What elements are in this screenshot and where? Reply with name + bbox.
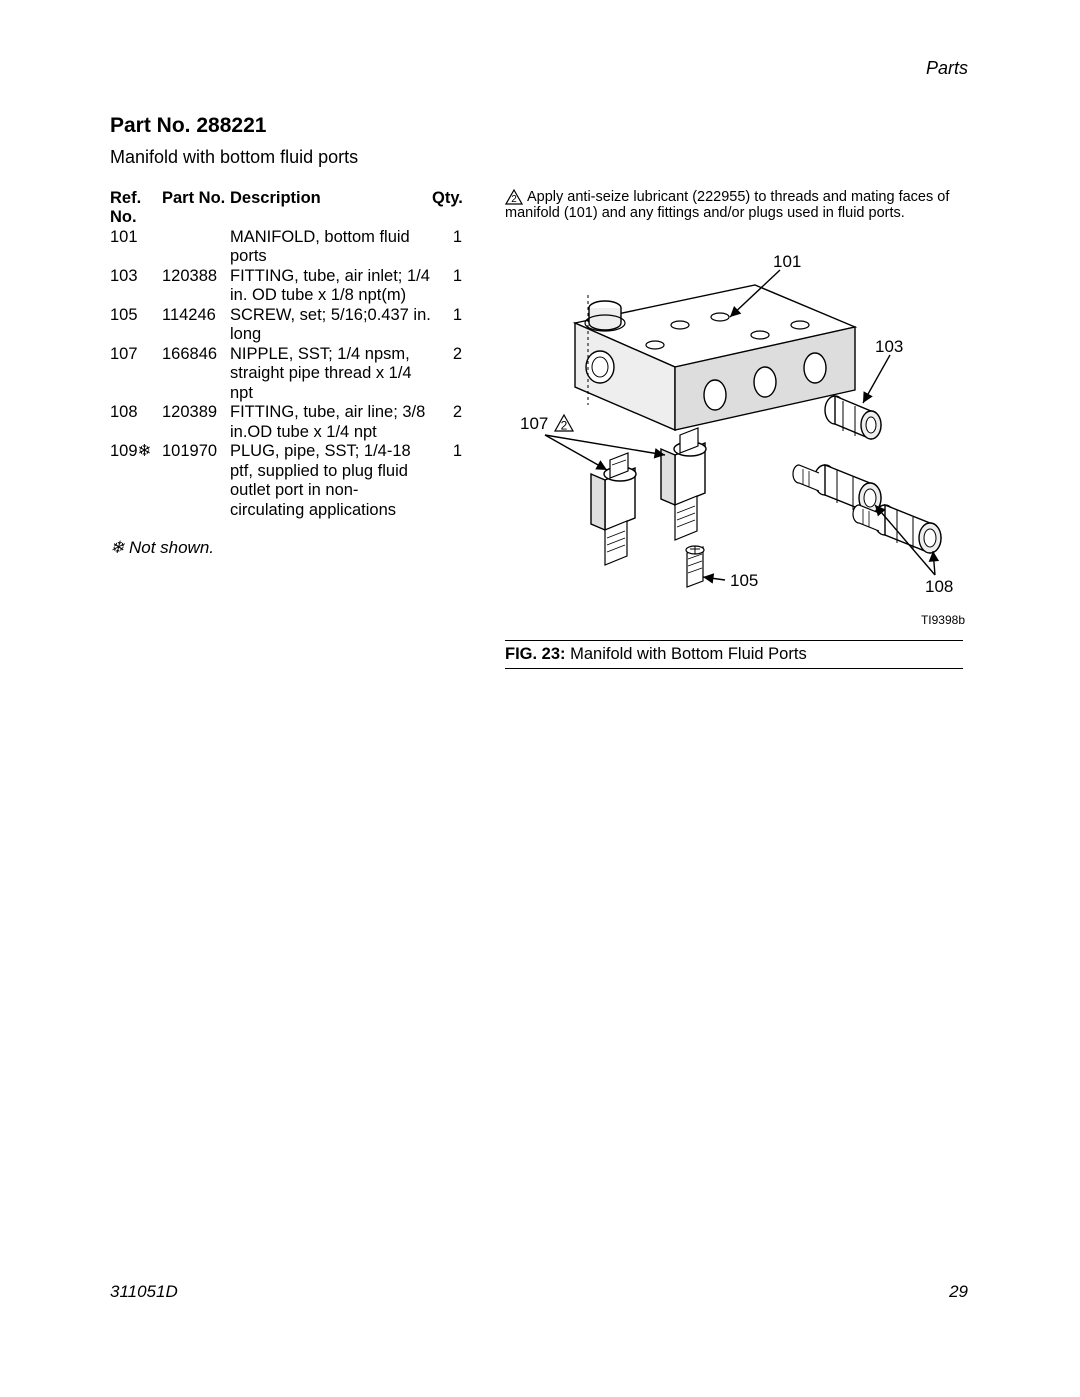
section-header: Parts	[926, 58, 968, 79]
cell-part: 120388	[162, 267, 230, 286]
cell-desc: PLUG, pipe, SST; 1/4-18 ptf, supplied to…	[230, 442, 432, 520]
cell-qty: 1	[432, 442, 462, 461]
cell-ref: 101	[110, 228, 162, 247]
callout-103: 103	[875, 337, 903, 356]
th-ref: Ref.No.	[110, 189, 162, 228]
diagram-nipple-107	[591, 453, 636, 565]
callout-101: 101	[773, 255, 801, 271]
callout-105: 105	[730, 571, 758, 590]
table-row: 105114246SCREW, set; 5/16;0.437 in. long…	[110, 306, 470, 345]
cell-qty: 2	[432, 403, 462, 422]
cell-desc: FITTING, tube, air inlet; 1/4 in. OD tub…	[230, 267, 432, 306]
triangle-warning-icon: 2	[505, 189, 523, 205]
cell-part: 101970	[162, 442, 230, 461]
cell-qty: 2	[432, 345, 462, 364]
cell-desc: SCREW, set; 5/16;0.437 in. long	[230, 306, 432, 345]
callout-108: 108	[925, 577, 953, 596]
diagram-fitting-108a	[793, 465, 881, 513]
figure-caption-label: FIG. 23:	[505, 645, 566, 663]
cell-ref: 107	[110, 345, 162, 364]
not-shown-note: ❄ Not shown.	[110, 538, 470, 558]
figure-caption-text: Manifold with Bottom Fluid Ports	[566, 645, 807, 663]
part-subtitle: Manifold with bottom fluid ports	[110, 147, 358, 168]
parts-table: Ref.No.Part No.DescriptionQty. 101 MANIFO…	[110, 189, 470, 558]
svg-text:2: 2	[511, 194, 517, 205]
cell-desc: MANIFOLD, bottom fluid ports	[230, 228, 432, 267]
th-desc: Description	[230, 189, 432, 208]
manifold-diagram: 101 103 107 2 105 108	[505, 255, 965, 625]
diagram-fitting-103	[825, 396, 881, 439]
figure-note: 2 Apply anti-seize lubricant (222955) to…	[505, 189, 960, 221]
table-row: 109❄101970PLUG, pipe, SST; 1/4-18 ptf, s…	[110, 442, 470, 520]
figure-note-text: Apply anti-seize lubricant (222955) to t…	[505, 189, 949, 221]
footer-page-number: 29	[949, 1282, 968, 1302]
table-row: 103120388FITTING, tube, air inlet; 1/4 i…	[110, 267, 470, 306]
caption-rule-top	[505, 640, 963, 641]
cell-qty: 1	[432, 267, 462, 286]
footer-doc-number: 311051D	[110, 1282, 178, 1302]
cell-part: 120389	[162, 403, 230, 422]
th-part: Part No.	[162, 189, 230, 208]
caption-rule-bottom	[505, 668, 963, 669]
th-qty: Qty.	[432, 189, 462, 208]
table-row: 107166846NIPPLE, SST; 1/4 npsm, straight…	[110, 345, 470, 403]
cell-part: 166846	[162, 345, 230, 364]
cell-ref: 109❄	[110, 442, 162, 461]
cell-ref: 105	[110, 306, 162, 325]
callout-107-marker: 2	[561, 419, 568, 433]
cell-qty: 1	[432, 306, 462, 325]
diagram-screw-105	[686, 546, 704, 587]
cell-part: 114246	[162, 306, 230, 325]
cell-ref: 108	[110, 403, 162, 422]
diagram-nipple-107b	[661, 428, 706, 540]
callout-107: 107	[520, 414, 548, 433]
cell-desc: NIPPLE, SST; 1/4 npsm, straight pipe thr…	[230, 345, 432, 403]
part-number-title: Part No. 288221	[110, 114, 266, 138]
figure-caption-block: FIG. 23: Manifold with Bottom Fluid Port…	[505, 640, 963, 669]
table-row: 108120389FITTING, tube, air line; 3/8 in…	[110, 403, 470, 442]
cell-qty: 1	[432, 228, 462, 247]
cell-desc: FITTING, tube, air line; 3/8 in.OD tube …	[230, 403, 432, 442]
cell-ref: 103	[110, 267, 162, 286]
table-row: 101 MANIFOLD, bottom fluid ports1	[110, 228, 470, 267]
diagram-fitting-108b	[853, 505, 941, 553]
figure-image-id: TI9398b	[921, 613, 965, 627]
